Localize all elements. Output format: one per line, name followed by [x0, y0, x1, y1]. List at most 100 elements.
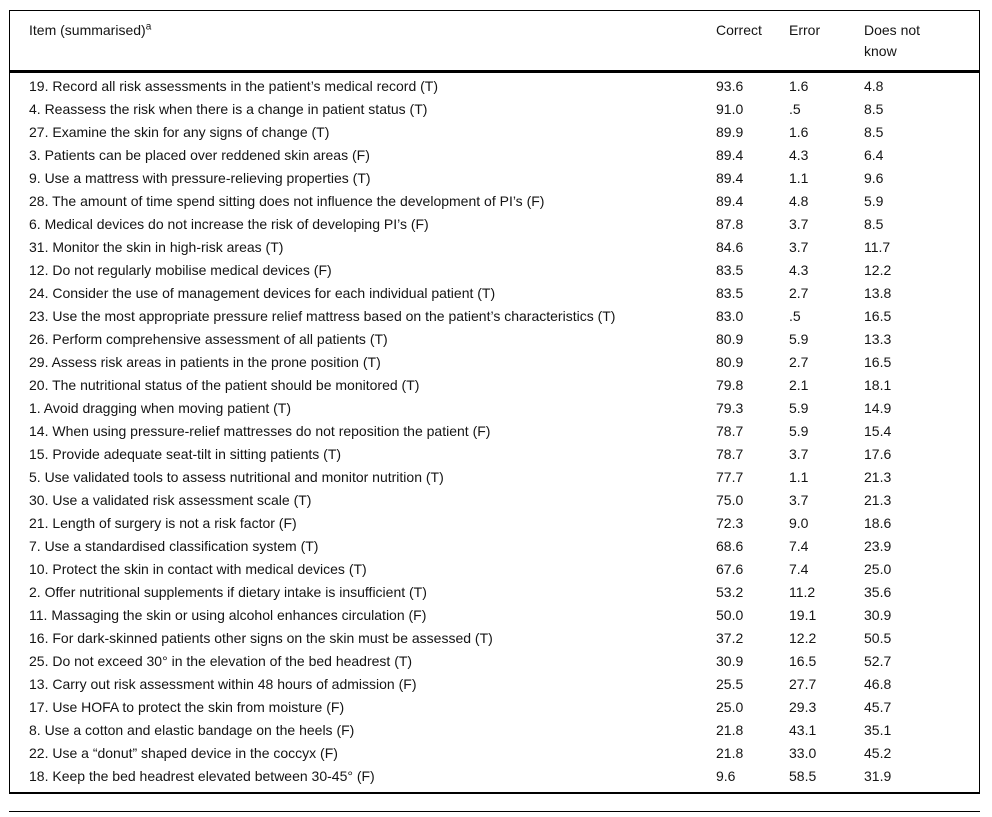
- does-not-know-cell: 16.5: [864, 354, 892, 370]
- error-cell: 4.3: [789, 262, 809, 278]
- correct-cell: 78.7: [716, 446, 744, 462]
- error-cell: 1.6: [789, 124, 809, 140]
- correct-cell: 83.0: [716, 308, 744, 324]
- error-cell: 1.6: [789, 78, 809, 94]
- correct-cell: 89.4: [716, 193, 744, 209]
- table-row: 11. Massaging the skin or using alcohol …: [10, 604, 979, 627]
- error-cell: 58.5: [789, 768, 817, 784]
- error-cell: 2.1: [789, 377, 809, 393]
- does-not-know-cell: 23.9: [864, 538, 892, 554]
- correct-cell: 80.9: [716, 331, 744, 347]
- error-cell: 3.7: [789, 216, 809, 232]
- table-row: 14. When using pressure-relief mattresse…: [10, 420, 979, 443]
- does-not-know-cell: 50.5: [864, 630, 892, 646]
- table-row: 23. Use the most appropriate pressure re…: [10, 305, 979, 328]
- error-cell: 4.3: [789, 147, 809, 163]
- table-row: 31. Monitor the skin in high-risk areas …: [10, 236, 979, 259]
- error-cell: 27.7: [789, 676, 817, 692]
- correct-cell: 68.6: [716, 538, 744, 554]
- does-not-know-cell: 25.0: [864, 561, 892, 577]
- error-cell: 2.7: [789, 354, 809, 370]
- item-cell: 25. Do not exceed 30° in the elevation o…: [29, 653, 413, 669]
- correct-cell: 25.5: [716, 676, 744, 692]
- error-cell: 5.9: [789, 423, 809, 439]
- correct-cell: 89.9: [716, 124, 744, 140]
- table-row: 17. Use HOFA to protect the skin from mo…: [10, 696, 979, 719]
- correct-cell: 21.8: [716, 722, 744, 738]
- table-row: 8. Use a cotton and elastic bandage on t…: [10, 719, 979, 742]
- error-cell: 43.1: [789, 722, 817, 738]
- header-item-label: Item (summarised): [29, 22, 146, 38]
- item-cell: 4. Reassess the risk when there is a cha…: [29, 101, 428, 117]
- item-cell: 27. Examine the skin for any signs of ch…: [29, 124, 330, 140]
- error-cell: .5: [789, 308, 801, 324]
- table-row: 22. Use a “donut” shaped device in the c…: [10, 742, 979, 765]
- does-not-know-cell: 18.1: [864, 377, 892, 393]
- table-row: 19. Record all risk assessments in the p…: [10, 75, 979, 98]
- table-row: 29. Assess risk areas in patients in the…: [10, 351, 979, 374]
- error-cell: 2.7: [789, 285, 809, 301]
- does-not-know-cell: 52.7: [864, 653, 892, 669]
- table-row: 30. Use a validated risk assessment scal…: [10, 489, 979, 512]
- correct-cell: 89.4: [716, 170, 744, 186]
- table-row: 6. Medical devices do not increase the r…: [10, 213, 979, 236]
- correct-cell: 83.5: [716, 285, 744, 301]
- table-bottom-rule: [9, 811, 980, 812]
- table-row: 13. Carry out risk assessment within 48 …: [10, 673, 979, 696]
- correct-cell: 83.5: [716, 262, 744, 278]
- does-not-know-cell: 31.9: [864, 768, 892, 784]
- correct-cell: 79.3: [716, 400, 744, 416]
- item-cell: 8. Use a cotton and elastic bandage on t…: [29, 722, 355, 738]
- does-not-know-cell: 12.2: [864, 262, 892, 278]
- correct-cell: 21.8: [716, 745, 744, 761]
- item-cell: 2. Offer nutritional supplements if diet…: [29, 584, 427, 600]
- header-does-not-know-label: Does not know: [864, 22, 921, 59]
- error-cell: 3.7: [789, 446, 809, 462]
- item-cell: 26. Perform comprehensive assessment of …: [29, 331, 388, 347]
- does-not-know-cell: 35.1: [864, 722, 892, 738]
- table-body: 19. Record all risk assessments in the p…: [10, 73, 979, 792]
- item-cell: 9. Use a mattress with pressure-relievin…: [29, 170, 371, 186]
- header-does-not-know: Does not know: [864, 20, 979, 62]
- correct-cell: 53.2: [716, 584, 744, 600]
- correct-cell: 37.2: [716, 630, 744, 646]
- error-cell: 9.0: [789, 515, 809, 531]
- table-row: 26. Perform comprehensive assessment of …: [10, 328, 979, 351]
- correct-cell: 78.7: [716, 423, 744, 439]
- does-not-know-cell: 45.2: [864, 745, 892, 761]
- correct-cell: 30.9: [716, 653, 744, 669]
- item-cell: 31. Monitor the skin in high-risk areas …: [29, 239, 284, 255]
- error-cell: 5.9: [789, 331, 809, 347]
- correct-cell: 72.3: [716, 515, 744, 531]
- does-not-know-cell: 21.3: [864, 492, 892, 508]
- error-cell: 7.4: [789, 538, 809, 554]
- error-cell: 1.1: [789, 170, 809, 186]
- item-cell: 3. Patients can be placed over reddened …: [29, 147, 370, 163]
- error-cell: 3.7: [789, 239, 809, 255]
- item-cell: 23. Use the most appropriate pressure re…: [29, 308, 616, 324]
- item-cell: 17. Use HOFA to protect the skin from mo…: [29, 699, 345, 715]
- table-row: 27. Examine the skin for any signs of ch…: [10, 121, 979, 144]
- error-cell: 33.0: [789, 745, 817, 761]
- item-cell: 12. Do not regularly mobilise medical de…: [29, 262, 332, 278]
- table-row: 24. Consider the use of management devic…: [10, 282, 979, 305]
- item-cell: 28. The amount of time spend sitting doe…: [29, 193, 545, 209]
- correct-cell: 9.6: [716, 768, 736, 784]
- table-row: 21. Length of surgery is not a risk fact…: [10, 512, 979, 535]
- error-cell: 5.9: [789, 400, 809, 416]
- error-cell: 29.3: [789, 699, 817, 715]
- table-row: 5. Use validated tools to assess nutriti…: [10, 466, 979, 489]
- item-cell: 11. Massaging the skin or using alcohol …: [29, 607, 427, 623]
- error-cell: 1.1: [789, 469, 809, 485]
- table-row: 15. Provide adequate seat-tilt in sittin…: [10, 443, 979, 466]
- error-cell: 12.2: [789, 630, 817, 646]
- table-row: 2. Offer nutritional supplements if diet…: [10, 581, 979, 604]
- table-row: 10. Protect the skin in contact with med…: [10, 558, 979, 581]
- table-row: 3. Patients can be placed over reddened …: [10, 144, 979, 167]
- item-cell: 1. Avoid dragging when moving patient (T…: [29, 400, 292, 416]
- error-cell: 16.5: [789, 653, 817, 669]
- table-row: 20. The nutritional status of the patien…: [10, 374, 979, 397]
- header-item-footnote-marker: a: [145, 21, 152, 33]
- item-cell: 13. Carry out risk assessment within 48 …: [29, 676, 417, 692]
- table-header-row: Item (summarised)a Correct Error Does no…: [10, 11, 979, 73]
